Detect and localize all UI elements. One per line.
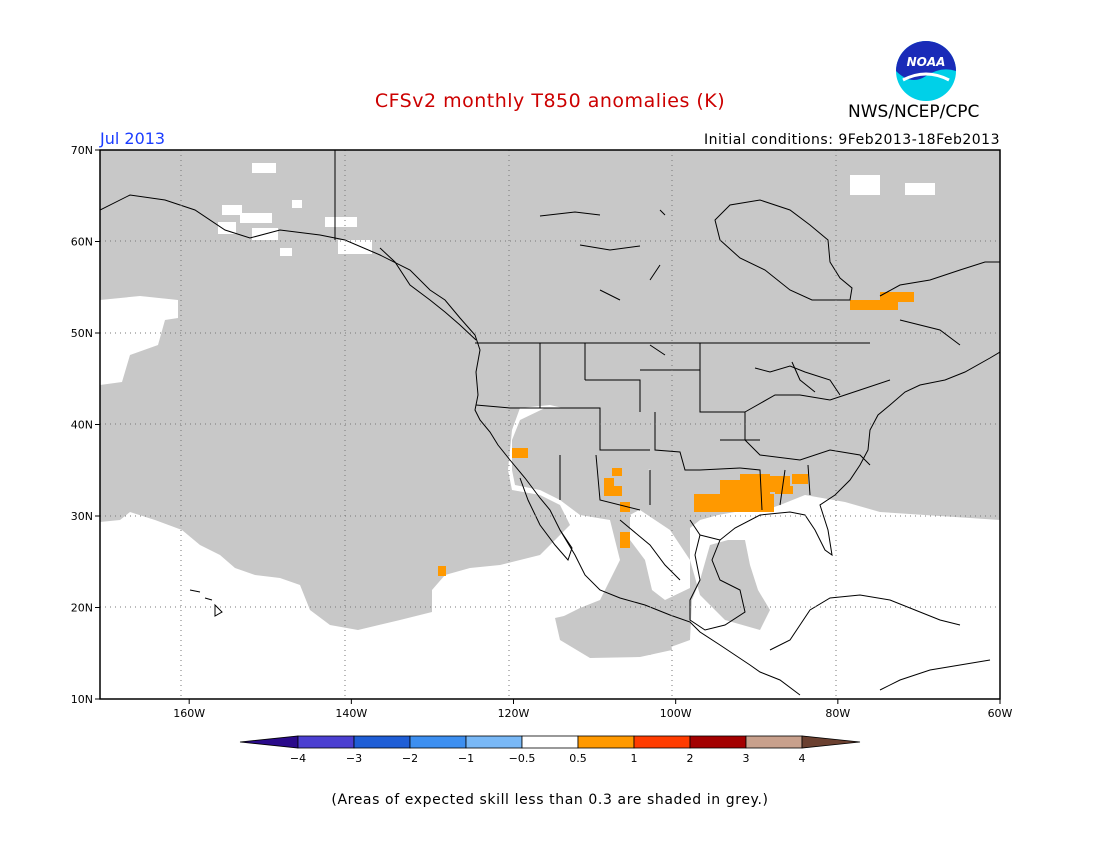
noaa-logo-text: NOAA xyxy=(907,55,946,69)
noaa-logo: NOAA xyxy=(896,41,956,101)
lat-label: 30N xyxy=(71,510,93,523)
lat-label: 40N xyxy=(71,419,93,432)
lat-label: 10N xyxy=(71,693,93,706)
legend-label: −0.5 xyxy=(509,752,536,765)
lon-label: 80W xyxy=(825,707,850,720)
chart-title: CFSv2 monthly T850 anomalies (K) xyxy=(374,90,726,112)
legend-label: −4 xyxy=(290,752,306,765)
legend-color-box xyxy=(633,735,691,749)
legend-color-box xyxy=(577,735,635,749)
legend-label: 1 xyxy=(631,752,638,765)
lon-label: 140W xyxy=(335,707,367,720)
grid-lines xyxy=(100,150,1000,699)
lon-label: 100W xyxy=(660,707,692,720)
valid-month-label: Jul 2013 xyxy=(100,129,166,148)
legend-label: −2 xyxy=(402,752,418,765)
lon-label: 60W xyxy=(988,707,1013,720)
positive-anomaly-cells xyxy=(438,292,914,576)
skill-footnote: (Areas of expected skill less than 0.3 a… xyxy=(331,792,769,808)
legend-color-box xyxy=(745,735,803,749)
legend-label: 3 xyxy=(743,752,750,765)
legend-color-box xyxy=(239,735,299,749)
anomaly-map: 70N 60N 50N 40N 30N 20N 10N 160W 140W 120W 100W 80… xyxy=(71,144,1013,720)
legend-color-box xyxy=(297,735,355,749)
legend-label: −1 xyxy=(458,752,474,765)
agency-label: NWS/NCEP/CPC xyxy=(848,102,980,122)
legend-label: 4 xyxy=(799,752,806,765)
color-legend: −4 −3 −2 −1 −0.5 0.5 1 2 3 4 xyxy=(239,735,861,765)
lat-label: 70N xyxy=(71,144,93,157)
legend-label: −3 xyxy=(346,752,362,765)
skill-grey-shading xyxy=(100,150,1000,658)
lon-label: 160W xyxy=(173,707,205,720)
legend-color-box xyxy=(353,735,411,749)
latitude-labels: 70N 60N 50N 40N 30N 20N 10N xyxy=(71,144,100,706)
land-outlines xyxy=(100,150,1000,696)
longitude-labels: 160W 140W 120W 100W 80W 60W xyxy=(173,699,1013,720)
legend-color-box xyxy=(689,735,747,749)
lon-label: 120W xyxy=(498,707,530,720)
lat-label: 20N xyxy=(71,602,93,615)
legend-label: 0.5 xyxy=(569,752,587,765)
initial-conditions-label: Initial conditions: 9Feb2013-18Feb2013 xyxy=(704,132,1000,148)
lat-label: 60N xyxy=(71,236,93,249)
legend-label: 2 xyxy=(687,752,694,765)
lat-label: 50N xyxy=(71,327,93,340)
legend-color-box xyxy=(409,735,467,749)
legend-color-box xyxy=(521,735,579,749)
legend-color-box xyxy=(801,735,861,749)
legend-color-box xyxy=(465,735,523,749)
